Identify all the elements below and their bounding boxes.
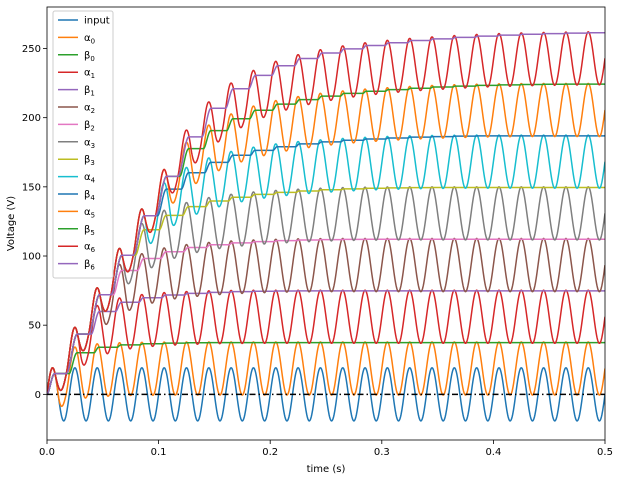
y-tick-label: 100: [22, 252, 41, 263]
x-axis-label: time (s): [307, 464, 346, 475]
legend-entry: β2: [84, 120, 95, 132]
series-line-14: [47, 31, 605, 395]
legend-entry: β1: [84, 85, 95, 98]
legend-entry: α4: [84, 172, 96, 185]
legend: input α0 β0 α1 β1 α2 β2 α3 β3 α4 β4 α5 β5 α6 β6: [52, 10, 114, 279]
x-tick-label: 0.5: [597, 447, 613, 458]
legend-entry: α3: [84, 137, 95, 150]
legend-entry: α0: [84, 33, 95, 46]
x-tick-label: 0.1: [151, 447, 167, 458]
y-tick-label: 200: [22, 113, 41, 124]
series-line-8: [47, 186, 605, 395]
y-tick-label: 50: [28, 321, 41, 332]
x-tick-label: 0.4: [485, 447, 501, 458]
axes: 0.0 0.1 0.2 0.3 0.4 0.5 0 50 100 150 200 250 time (s…: [6, 6, 613, 475]
legend-entry: α6: [84, 242, 96, 255]
series-line-6: [47, 238, 605, 395]
series-line-1: [47, 341, 605, 408]
y-tick-label: 250: [22, 44, 41, 55]
legend-entry: α2: [84, 103, 95, 116]
series-line-2: [47, 341, 605, 395]
legend-entry: input: [84, 16, 110, 27]
legend-entry: α5: [84, 207, 95, 220]
series-line-5: [47, 237, 605, 395]
legend-entry: β0: [84, 50, 95, 63]
x-tick-label: 0.0: [39, 447, 55, 458]
plot-frame: [46, 6, 606, 441]
legend-entry: α1: [84, 68, 95, 81]
plot-area: [47, 31, 605, 422]
series-line-3: [47, 289, 605, 395]
legend-entry: β3: [84, 155, 95, 168]
y-tick-label: 0: [35, 390, 41, 401]
y-tick-label: 150: [22, 182, 41, 193]
series-line-13: [47, 31, 605, 395]
legend-entry: β5: [84, 224, 95, 237]
y-axis-label: Voltage (V): [6, 196, 17, 251]
series-line-4: [47, 290, 605, 395]
x-tick-label: 0.2: [262, 447, 278, 458]
x-tick-label: 0.3: [374, 447, 390, 458]
legend-entry: β6: [84, 259, 95, 272]
legend-box: [52, 10, 114, 279]
legend-entry: β4: [84, 190, 95, 203]
